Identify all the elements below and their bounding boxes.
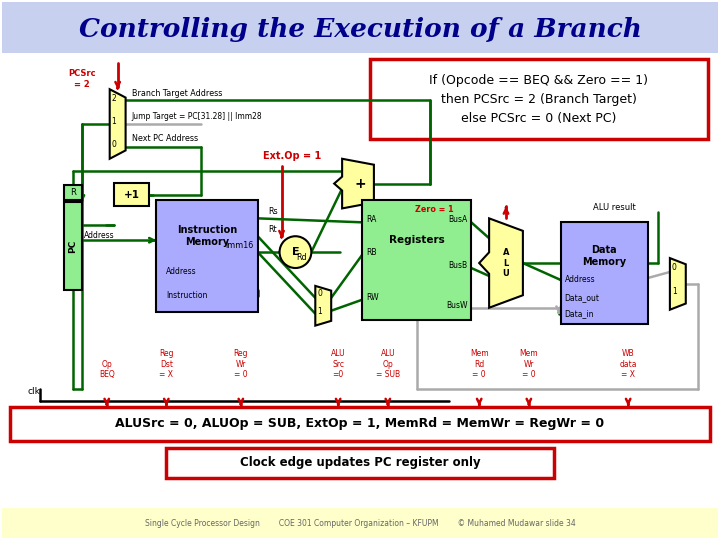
Text: Address: Address	[166, 267, 197, 276]
Text: ALU result: ALU result	[593, 204, 636, 212]
Polygon shape	[109, 89, 125, 159]
Text: Reg
Dst
= X: Reg Dst = X	[159, 349, 174, 379]
Text: RB: RB	[366, 248, 377, 257]
Text: RW: RW	[366, 293, 379, 302]
Text: BusB: BusB	[448, 261, 467, 270]
FancyBboxPatch shape	[370, 59, 708, 139]
Text: PC: PC	[68, 240, 78, 253]
Text: 2: 2	[112, 94, 117, 103]
Text: E: E	[292, 247, 300, 257]
Circle shape	[279, 236, 311, 268]
Text: Rd: Rd	[297, 253, 307, 262]
Text: Data_in: Data_in	[564, 309, 594, 318]
FancyBboxPatch shape	[166, 448, 554, 477]
Text: ALUSrc = 0, ALUOp = SUB, ExtOp = 1, MemRd = MemWr = RegWr = 0: ALUSrc = 0, ALUOp = SUB, ExtOp = 1, MemR…	[115, 417, 605, 430]
Polygon shape	[670, 258, 685, 310]
Polygon shape	[315, 286, 331, 326]
FancyBboxPatch shape	[2, 2, 718, 53]
Text: Next PC Address: Next PC Address	[132, 134, 198, 143]
Text: Memory: Memory	[582, 257, 626, 267]
Text: clk: clk	[27, 387, 40, 396]
Text: 0: 0	[318, 289, 322, 298]
Text: Jump Target = PC[31.28] || Imm28: Jump Target = PC[31.28] || Imm28	[132, 112, 262, 121]
Text: R: R	[70, 188, 76, 197]
Text: Single Cycle Processor Design        COE 301 Computer Organization – KFUPM      : Single Cycle Processor Design COE 301 Co…	[145, 519, 575, 528]
Text: Imm16: Imm16	[225, 241, 253, 250]
Text: +: +	[354, 177, 366, 191]
Text: Op
BEQ: Op BEQ	[99, 360, 114, 379]
FancyBboxPatch shape	[561, 222, 648, 323]
Text: RA: RA	[366, 215, 377, 224]
FancyBboxPatch shape	[10, 407, 710, 441]
Text: Instruction: Instruction	[166, 291, 207, 300]
Text: Zero = 1: Zero = 1	[415, 205, 454, 214]
Text: Address: Address	[84, 231, 114, 240]
Text: 1: 1	[112, 117, 117, 126]
Text: Data_out: Data_out	[564, 293, 600, 302]
Text: Mem
Wr
= 0: Mem Wr = 0	[520, 349, 538, 379]
Text: 0: 0	[672, 263, 677, 272]
Text: 1: 1	[318, 307, 322, 316]
FancyBboxPatch shape	[64, 202, 82, 290]
Text: BusW: BusW	[446, 301, 467, 310]
Text: Controlling the Execution of a Branch: Controlling the Execution of a Branch	[78, 17, 642, 42]
FancyBboxPatch shape	[114, 183, 150, 206]
Text: ALU
Src
=0: ALU Src =0	[330, 349, 346, 379]
Text: Instruction: Instruction	[177, 225, 237, 235]
Polygon shape	[480, 218, 523, 308]
Text: BusA: BusA	[448, 215, 467, 224]
Polygon shape	[334, 159, 374, 208]
Text: Mem
Rd
= 0: Mem Rd = 0	[470, 349, 488, 379]
Text: Data: Data	[592, 245, 617, 255]
FancyBboxPatch shape	[2, 508, 718, 538]
FancyBboxPatch shape	[64, 185, 82, 200]
Text: If (Opcode == BEQ && Zero == 1)
then PCSrc = 2 (Branch Target)
else PCSrc = 0 (N: If (Opcode == BEQ && Zero == 1) then PCS…	[429, 73, 648, 125]
Text: 0: 0	[112, 140, 117, 149]
Text: Registers: Registers	[389, 235, 444, 245]
Text: A
L
U: A L U	[503, 248, 509, 278]
Text: Rt: Rt	[269, 225, 277, 234]
Text: +1: +1	[124, 190, 140, 199]
Text: Reg
Wr
= 0: Reg Wr = 0	[233, 349, 248, 379]
Text: Rs: Rs	[269, 207, 278, 217]
Text: Branch Target Address: Branch Target Address	[132, 89, 222, 98]
Text: PCSrc
= 2: PCSrc = 2	[68, 69, 96, 89]
FancyBboxPatch shape	[156, 200, 258, 312]
Text: Memory: Memory	[185, 237, 229, 247]
Text: Ext.Op = 1: Ext.Op = 1	[263, 151, 321, 161]
Text: Address: Address	[564, 275, 595, 284]
Text: WB
data
= X: WB data = X	[619, 349, 637, 379]
Text: Clock edge updates PC register only: Clock edge updates PC register only	[240, 456, 480, 469]
Text: ALU
Op
= SUB: ALU Op = SUB	[376, 349, 400, 379]
Text: 1: 1	[672, 287, 677, 296]
FancyBboxPatch shape	[362, 200, 472, 320]
